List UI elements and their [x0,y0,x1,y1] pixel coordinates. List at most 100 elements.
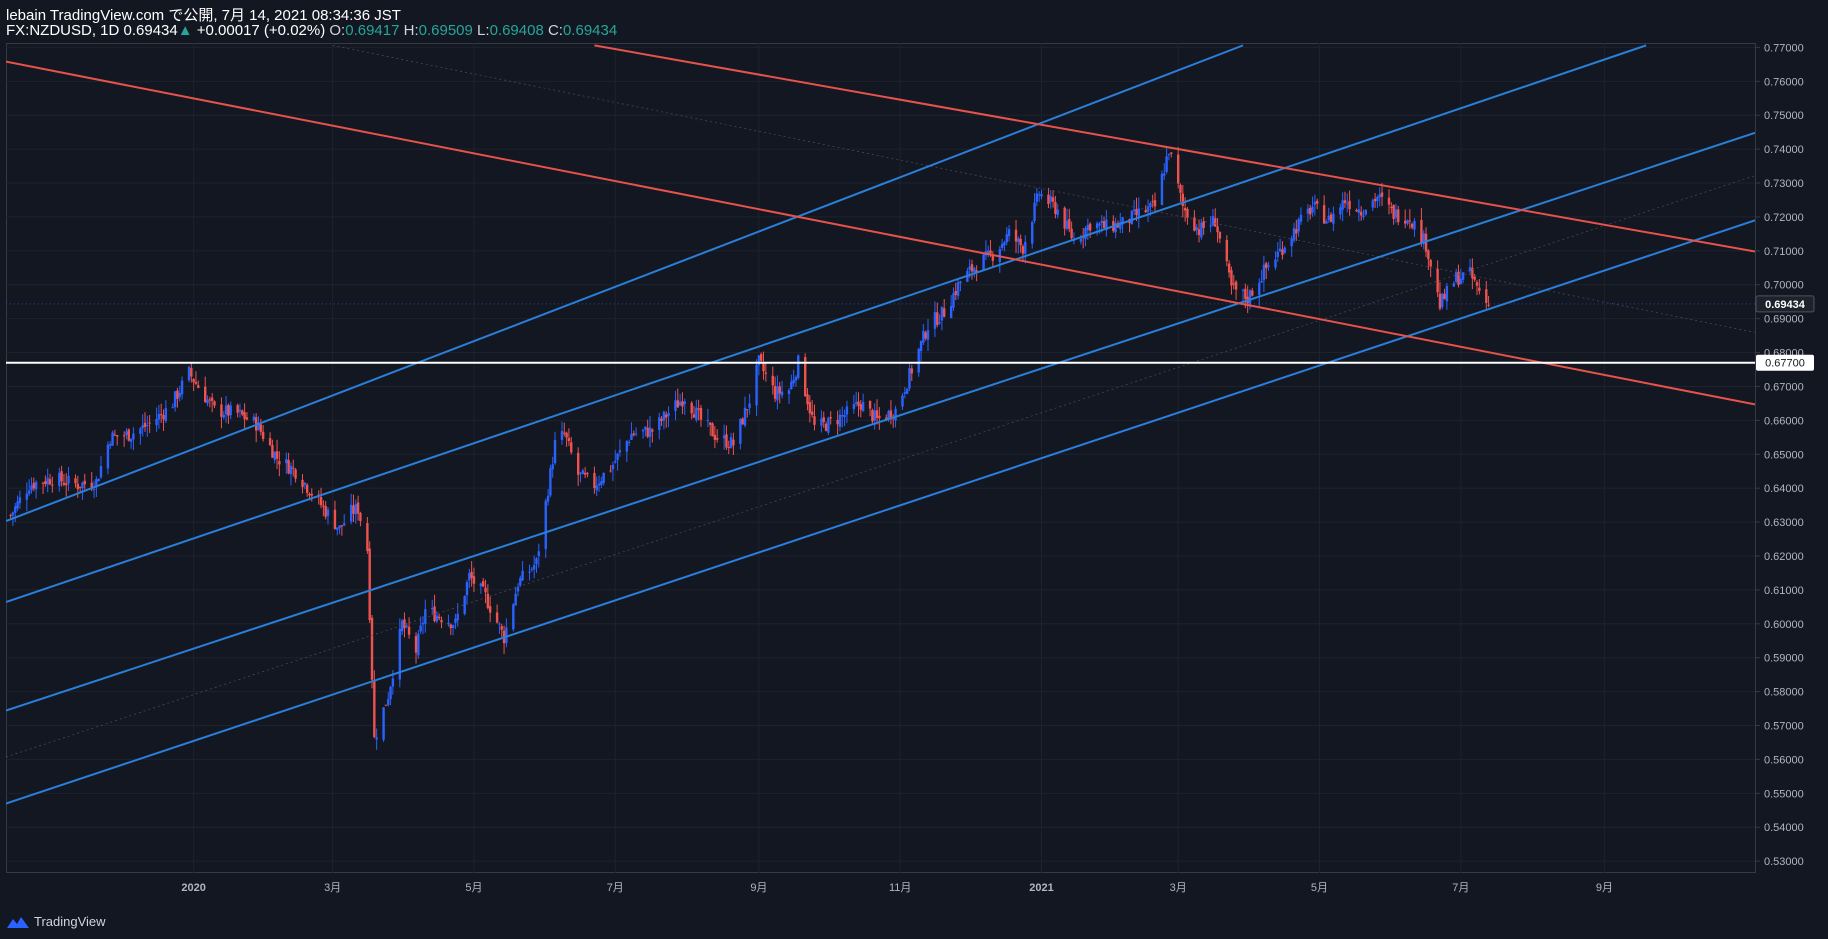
candle-body [755,364,758,406]
y-tick-label: 0.72000 [1764,212,1804,224]
candle-body [354,504,357,515]
last-price-label: 0.69434 [1765,299,1806,311]
candle-body [1315,200,1319,204]
candle-body [1014,229,1018,242]
candle-body [1153,200,1157,207]
candle-body [1478,287,1481,291]
candle-body [1429,259,1432,267]
candle-body [1408,220,1412,222]
symbol-label[interactable]: FX:NZDUSD, 1D [6,22,120,39]
candle-body [25,493,29,500]
x-tick-label: 7月 [1452,882,1469,894]
candle-body [933,312,937,329]
candle-body [794,376,798,381]
candle-body [551,464,554,470]
candle-body [583,472,587,475]
candle-body [157,413,161,420]
candle-body [92,489,96,491]
candle-body [565,432,568,438]
candle-body [1230,270,1233,286]
candle-body [597,483,601,486]
close-label: C: [547,22,563,39]
candle-body [220,404,223,417]
candle-body [778,386,781,394]
candle-body [1420,219,1423,244]
candle-body [549,468,552,496]
candle-body [389,686,392,700]
candle-body [1170,152,1173,154]
candle-body [1394,209,1398,218]
candle-body [1343,200,1347,204]
candle-body [1017,238,1020,243]
candle-body [1457,271,1460,285]
candle-body [674,400,677,412]
candle-body [451,625,455,629]
candle-body [567,438,571,442]
candle-body [878,415,881,419]
candle-body [343,523,346,526]
candle-body [171,407,174,409]
candle-body [838,414,842,427]
publisher-line: lebain TradingView.com で公開, 7月 14, 2021 … [6,4,401,25]
candle-body [206,399,209,404]
candle-body [595,485,598,491]
candle-body [924,332,927,339]
candle-body [743,407,747,426]
candle-body [479,583,483,587]
candle-body [1021,246,1025,254]
candle-body [873,410,876,421]
candle-body [715,437,719,440]
candle-body [259,424,263,432]
candle-body [500,626,503,630]
candle-body [1070,228,1073,239]
candle-body [115,435,119,437]
candle-body [1322,205,1326,224]
candle-body [991,255,995,261]
candle-body [1311,206,1314,213]
candle-body [76,483,80,490]
candle-body [1179,184,1182,193]
candle-body [1037,194,1041,196]
y-tick-label: 0.65000 [1764,449,1804,461]
candle-body [405,625,408,627]
candle-body [1258,282,1261,295]
candle-body [713,434,717,440]
candle-body [829,417,832,419]
candle-body [790,381,793,390]
candle-body [1468,267,1472,272]
candle-body [739,419,742,444]
candle-body [113,434,117,436]
candle-body [1251,290,1254,296]
candle-body [1410,223,1414,228]
candle-body [1135,209,1138,216]
candle-body [1267,265,1270,267]
candle-body [1461,272,1465,280]
candle-body [1452,283,1456,287]
candle-body [190,368,193,377]
candle-body [1487,304,1490,306]
candle-body [1051,197,1055,202]
candle-body [602,472,605,484]
candle-body [90,482,93,488]
candle-body [959,281,962,284]
up-arrow-icon: ▲ [177,22,193,39]
high-label: H: [403,22,419,39]
candle-body [1130,210,1134,224]
ascending-channel-line [6,219,1755,805]
candle-body [1445,286,1449,302]
candle-body [292,467,295,469]
candle-body [676,400,680,408]
candle-body [1065,220,1069,229]
candle-body [757,355,761,366]
plot-area [6,43,1755,873]
tradingview-logo[interactable]: TradingView [6,914,106,929]
candle-body [875,410,879,419]
candle-body [1068,219,1071,229]
candle-body [586,473,589,475]
candle-body [1086,224,1090,231]
candle-body [1214,218,1217,227]
candle-body [1098,223,1101,226]
candle-body [792,379,795,384]
candle-body [407,626,411,635]
